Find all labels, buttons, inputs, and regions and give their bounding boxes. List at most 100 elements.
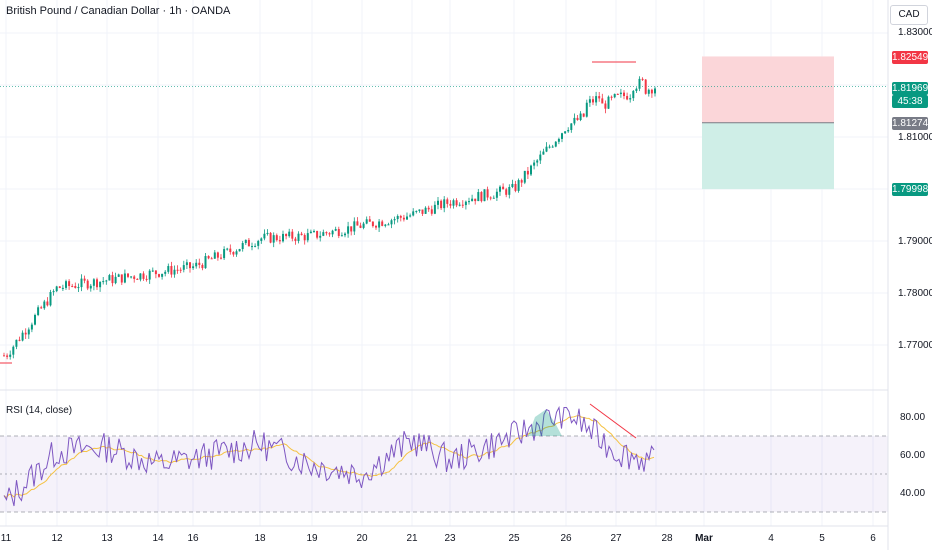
candle-body <box>133 276 136 279</box>
candle-body <box>551 146 554 148</box>
stop-loss-zone <box>702 56 834 123</box>
candle-body <box>412 211 415 216</box>
candle-body <box>74 285 77 288</box>
candle-body <box>216 252 219 258</box>
candle-body <box>511 183 514 187</box>
candle-body <box>319 235 322 238</box>
candle-body <box>96 279 98 288</box>
candle-body <box>452 200 455 206</box>
candle-body <box>226 248 229 250</box>
entry-price-tag: 1.81274 <box>892 117 929 130</box>
candle-body <box>508 186 511 195</box>
candle-body <box>415 210 418 212</box>
candle-body <box>220 257 222 259</box>
candle-body <box>49 292 52 306</box>
candle-body <box>610 96 613 98</box>
time-tick: 12 <box>51 533 63 544</box>
candle-body <box>55 286 58 292</box>
candle-body <box>616 93 619 95</box>
candle-body <box>381 221 384 226</box>
candle-body <box>483 189 486 202</box>
candle-body <box>40 307 43 309</box>
candle-body <box>117 274 120 277</box>
candle-body <box>371 221 374 227</box>
rsi-indicator-label[interactable]: RSI (14, close) <box>6 405 73 416</box>
drawings <box>0 61 636 364</box>
candle-body <box>356 221 359 226</box>
candle-body <box>353 221 356 232</box>
target-price-tag: 1.79998 <box>892 183 929 196</box>
candle-body <box>89 285 92 289</box>
candle-body <box>650 89 653 94</box>
candle-body <box>68 281 71 286</box>
candle-body <box>123 273 126 283</box>
candle-body <box>598 96 601 99</box>
candle-body <box>461 204 464 206</box>
candle-body <box>517 180 520 191</box>
candle-body <box>365 219 368 224</box>
candle-body <box>344 233 346 236</box>
candle-body <box>619 92 622 95</box>
candle-body <box>288 231 291 237</box>
candle-body <box>378 221 381 228</box>
candle-body <box>266 232 269 234</box>
candle-body <box>564 131 567 134</box>
candle-body <box>523 170 526 183</box>
candle-body <box>464 201 467 206</box>
candle-body <box>592 99 594 103</box>
candle-body <box>235 251 238 255</box>
candle-body <box>455 200 458 206</box>
candle-body <box>418 209 421 211</box>
candle-body <box>105 280 108 282</box>
price-tick: 1.77000 <box>898 340 932 351</box>
candle-body <box>282 233 284 242</box>
candle-body <box>223 249 226 259</box>
price-tick: 1.81000 <box>898 132 932 143</box>
candle-body <box>526 170 529 175</box>
candle-body <box>325 232 328 234</box>
candle-body <box>164 271 167 274</box>
time-tick: 25 <box>508 533 520 544</box>
rsi-tick: 80.00 <box>900 412 926 423</box>
candle-body <box>539 154 542 161</box>
candle-body <box>15 339 18 347</box>
current-price-tag: 1.81969 <box>892 82 929 95</box>
candle-body <box>530 165 532 175</box>
candle-body <box>331 230 334 235</box>
candle-body <box>207 256 210 259</box>
candle-body <box>306 233 309 241</box>
candle-body <box>52 291 55 293</box>
candle-body <box>499 186 501 192</box>
candle-body <box>644 79 647 94</box>
rsi-line <box>3 405 655 507</box>
candle-body <box>300 233 303 236</box>
candle-body <box>421 209 424 214</box>
candle-body <box>257 240 260 246</box>
currency-selector[interactable]: CAD <box>890 5 928 25</box>
candle-body <box>263 233 266 239</box>
candle-body <box>161 273 164 277</box>
candle-body <box>241 243 244 250</box>
candle-body <box>195 262 198 267</box>
candle-body <box>424 207 427 214</box>
candle-body <box>232 252 235 255</box>
candle-body <box>495 191 498 198</box>
candle-body <box>322 232 325 236</box>
candle-body <box>647 89 650 94</box>
candle-body <box>492 197 495 199</box>
candle-body <box>480 192 483 202</box>
candle-body <box>542 151 545 155</box>
candle-body <box>204 256 207 269</box>
candle-body <box>167 266 170 272</box>
candle-body <box>58 286 61 288</box>
candle-body <box>347 226 350 234</box>
time-tick: 26 <box>560 533 572 544</box>
time-tick: 14 <box>152 533 164 544</box>
candle-body <box>567 129 570 132</box>
time-tick: 4 <box>768 533 774 544</box>
candle-body <box>536 160 539 163</box>
candle-body <box>570 123 573 130</box>
candle-body <box>148 270 151 280</box>
candle-body <box>80 278 83 288</box>
